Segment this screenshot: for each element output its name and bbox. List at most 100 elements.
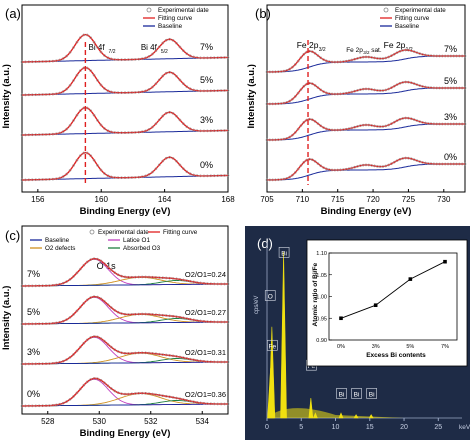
- experimental-point: [316, 162, 320, 165]
- experimental-point: [216, 360, 220, 364]
- y-axis-label: Intensity (a.u.): [246, 64, 257, 128]
- experimental-point: [325, 59, 328, 63]
- y-axis-label: cps/eV: [254, 296, 260, 314]
- experimental-point: [395, 51, 399, 54]
- experimental-point: [319, 56, 323, 60]
- experimental-point: [113, 91, 117, 94]
- experimental-point: [404, 80, 407, 84]
- experimental-point: [178, 78, 182, 82]
- experimental-point: [421, 161, 424, 164]
- experimental-point: [342, 92, 345, 95]
- experimental-point: [85, 380, 89, 384]
- plot-frame: [21, 4, 229, 193]
- experimental-point: [188, 87, 192, 91]
- legend-label: Latice O1: [123, 237, 150, 244]
- series-label: 0%: [444, 152, 457, 162]
- series-label: 3%: [27, 347, 40, 357]
- experimental-point: [44, 178, 48, 181]
- experimental-point: [154, 393, 158, 396]
- experimental-point: [92, 73, 96, 77]
- experimental-point: [339, 128, 342, 132]
- experimental-point: [271, 70, 275, 74]
- experimental-point: [358, 56, 362, 60]
- experimental-point: [51, 92, 55, 96]
- experimental-point: [133, 58, 137, 61]
- experimental-point: [44, 362, 48, 366]
- experimental-point: [34, 362, 38, 366]
- experimental-point: [185, 85, 189, 89]
- experimental-point: [44, 93, 48, 96]
- experimental-point: [344, 91, 348, 95]
- chart-panel-d: (d) 0 5 10 15 20 25 keV cps/eV O Bi Fe Fe Bi Bi Bi 0.90 0…: [237, 222, 474, 444]
- experimental-point: [435, 162, 439, 166]
- experimental-point: [415, 119, 419, 122]
- experimental-point: [319, 164, 323, 168]
- experimental-point: [185, 170, 189, 174]
- experimental-point: [27, 93, 31, 97]
- experimental-point: [192, 173, 196, 177]
- experimental-point: [171, 396, 175, 399]
- experimental-point: [384, 88, 388, 92]
- experimental-point: [457, 86, 461, 90]
- experimental-point: [378, 57, 382, 60]
- fitting-curve: [22, 66, 229, 96]
- experimental-point: [171, 277, 175, 280]
- experimental-point: [175, 114, 178, 118]
- experimental-point: [96, 335, 99, 339]
- experimental-point: [347, 91, 351, 95]
- experimental-point: [178, 163, 182, 167]
- experimental-point: [61, 319, 65, 323]
- experimental-point: [89, 109, 93, 113]
- experimental-point: [370, 56, 374, 59]
- experimental-point: [168, 314, 171, 318]
- experimental-point: [99, 297, 103, 301]
- peak-label: Fe 2p: [384, 40, 406, 50]
- series-label: 3%: [200, 115, 213, 125]
- peak-label-box: [266, 339, 278, 351]
- experimental-point: [202, 319, 206, 323]
- experimental-point: [51, 321, 55, 325]
- experimental-point: [168, 70, 171, 74]
- experimental-point: [168, 155, 171, 159]
- experimental-point: [319, 124, 323, 128]
- peak-element-label: Bi: [281, 250, 287, 257]
- experimental-point: [285, 177, 289, 180]
- experimental-point: [293, 63, 297, 66]
- series-label: 5%: [444, 76, 457, 86]
- experimental-point: [51, 177, 55, 181]
- experimental-point: [274, 138, 277, 142]
- experimental-point: [279, 138, 283, 141]
- experimental-point: [96, 119, 99, 122]
- x-axis-label: keV: [459, 424, 471, 431]
- inset-x-tick-label: 0%: [337, 344, 345, 350]
- experimental-point: [37, 93, 41, 96]
- experimental-point: [72, 275, 75, 278]
- experimental-point: [449, 86, 453, 90]
- experimental-point: [268, 102, 272, 106]
- experimental-point: [395, 119, 399, 122]
- experimental-point: [182, 278, 185, 282]
- experimental-point: [226, 129, 230, 132]
- experimental-point: [182, 49, 185, 53]
- experimental-point: [171, 354, 175, 358]
- experimental-point: [123, 176, 127, 180]
- experimental-point: [216, 174, 220, 178]
- experimental-point: [171, 72, 175, 75]
- experimental-point: [219, 129, 223, 132]
- experimental-point: [195, 319, 199, 322]
- experimental-point: [358, 88, 362, 92]
- experimental-point: [168, 395, 171, 399]
- experimental-point: [120, 312, 123, 315]
- experimental-point: [291, 173, 294, 177]
- experimental-point: [446, 122, 450, 126]
- experimental-point: [34, 322, 38, 326]
- experimental-point: [418, 84, 422, 87]
- experimental-point: [120, 131, 123, 135]
- experimental-point: [171, 39, 175, 42]
- experimental-point: [54, 92, 58, 96]
- experimental-point: [299, 124, 303, 127]
- experimental-point: [48, 92, 51, 96]
- experimental-point: [279, 70, 283, 73]
- experimental-point: [58, 58, 62, 62]
- peak-element-label: Fe: [308, 363, 316, 370]
